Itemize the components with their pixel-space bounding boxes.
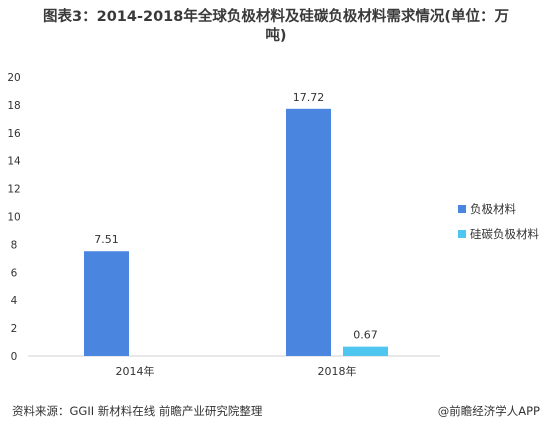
legend-entry: 负极材料 xyxy=(470,202,516,216)
y-tick-label: 4 xyxy=(11,295,18,307)
y-tick-label: 20 xyxy=(7,72,20,84)
x-tick-label: 2018年 xyxy=(318,364,357,378)
footer: 资料来源：GGII 新材料在线 前瞻产业研究院整理 @前瞻经济学人APP xyxy=(0,401,552,421)
chart-title: 图表3：2014-2018年全球负极材料及硅碳负极材料需求情况(单位：万 吨) xyxy=(0,8,552,46)
data-label: 0.67 xyxy=(353,329,378,342)
brand-credit: @前瞻经济学人APP xyxy=(437,404,540,418)
y-tick-label: 14 xyxy=(7,156,21,168)
y-tick-label: 2 xyxy=(11,323,18,335)
bar xyxy=(343,346,388,356)
legend-entry: 硅碳负极材料 xyxy=(470,227,539,241)
y-tick-label: 12 xyxy=(7,184,20,196)
bar xyxy=(286,108,331,356)
y-tick-label: 18 xyxy=(7,100,20,112)
y-tick-label: 10 xyxy=(7,212,20,224)
chart-title-line-1: 图表3：2014-2018年全球负极材料及硅碳负极材料需求情况(单位：万 xyxy=(43,9,509,25)
bar xyxy=(84,251,129,356)
legend-swatch xyxy=(458,230,466,238)
y-tick-label: 16 xyxy=(7,128,21,140)
bar-chart: 0 2 4 6 8 10 12 14 16 18 20 7.51 2014年 17.72 0.67 2018年… xyxy=(7,72,539,378)
x-tick-label: 2014年 xyxy=(116,364,155,378)
y-tick-label: 0 xyxy=(11,351,18,363)
data-label: 17.72 xyxy=(293,91,325,104)
y-tick-label: 6 xyxy=(11,267,18,279)
y-tick-label: 8 xyxy=(11,239,18,251)
source-note: 资料来源：GGII 新材料在线 前瞻产业研究院整理 xyxy=(12,404,263,418)
data-label: 7.51 xyxy=(94,233,119,246)
legend-swatch xyxy=(458,205,466,213)
chart-title-line-2: 吨) xyxy=(265,28,287,44)
